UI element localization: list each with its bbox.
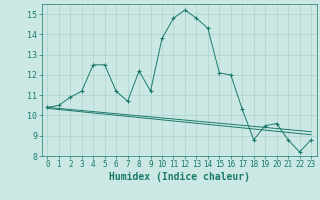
X-axis label: Humidex (Indice chaleur): Humidex (Indice chaleur) (109, 172, 250, 182)
